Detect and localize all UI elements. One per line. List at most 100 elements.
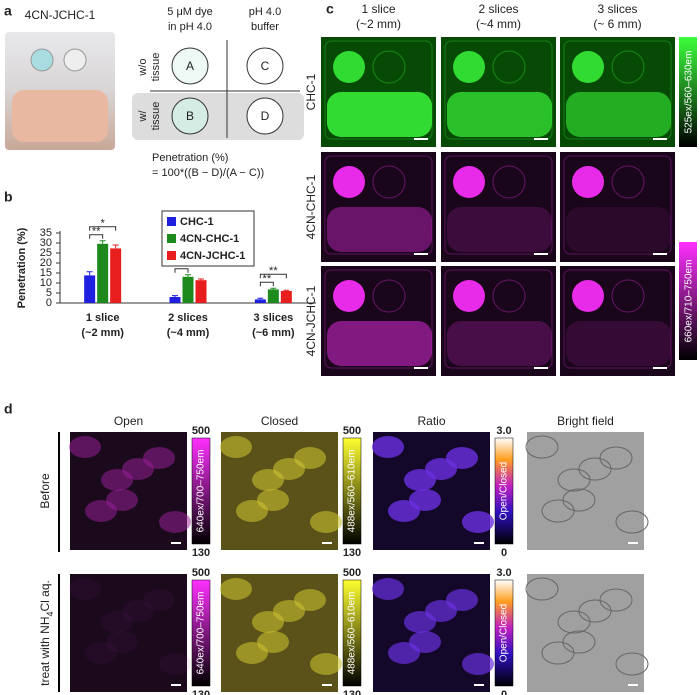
cell: [220, 578, 252, 600]
row-header: CHC-1: [304, 73, 318, 110]
plate: [324, 269, 433, 369]
cell: [525, 577, 559, 601]
col-header: 2 slices: [478, 2, 518, 16]
panel-a: a 4CN-JCHC-1 5 μM dye in pH 4.0 pH 4.0 b…: [4, 3, 304, 179]
row-header: w/o: [137, 58, 149, 76]
bar: [84, 275, 96, 303]
panel-label: d: [4, 401, 13, 417]
colorbar-label: 488ex/560–610em: [347, 450, 358, 533]
colorbar-label: 488ex/560–610em: [347, 592, 358, 675]
error-bar: [198, 278, 204, 281]
photo-well: [30, 48, 54, 72]
well: [372, 165, 406, 199]
bar: [267, 289, 279, 303]
bar: [280, 291, 292, 303]
cell: [69, 436, 101, 458]
tissue: [566, 321, 671, 366]
cell: [372, 436, 404, 458]
plate: [324, 155, 433, 255]
colorbar: [191, 579, 211, 687]
legend-box: [161, 210, 255, 267]
colorbar-max: 3.0: [496, 425, 511, 437]
col-header: 5 μM dye: [167, 6, 212, 18]
cell: [388, 500, 420, 522]
cell: [404, 469, 436, 491]
colorbar-min: 130: [343, 689, 361, 695]
colorbar: [342, 437, 362, 545]
error-bar: [257, 297, 264, 300]
well: [572, 166, 604, 198]
cell: [143, 589, 175, 611]
significance-label: **: [263, 273, 272, 285]
cell: [101, 611, 133, 633]
well: [572, 51, 604, 83]
well-label: A: [186, 59, 194, 73]
y-tick-label: 5: [46, 287, 52, 299]
cell: [557, 468, 591, 492]
error-bar: [99, 240, 106, 244]
col-header: Ratio: [417, 414, 445, 428]
bar: [195, 280, 207, 303]
plate: [563, 40, 672, 140]
colorbar-min: 130: [192, 547, 210, 559]
cell: [462, 511, 494, 533]
formula: = 100*((B − D)/(A − C)): [152, 167, 264, 179]
row-header: tissue: [150, 53, 162, 82]
cell: [106, 631, 138, 653]
cell: [404, 611, 436, 633]
error-bar: [270, 287, 277, 290]
bar: [169, 297, 181, 303]
bar: [97, 243, 109, 303]
colorbar-max: 500: [343, 567, 361, 579]
plate: [444, 40, 553, 140]
x-tick-label: (~4 mm): [167, 327, 210, 339]
well: [171, 97, 209, 135]
panel-c: c 1 slice(~2 mm) 2 slices(~4 mm) 3 slices(~…: [304, 1, 697, 376]
col-header: buffer: [251, 21, 279, 33]
bar: [110, 248, 122, 303]
y-tick-label: 35: [40, 227, 52, 239]
legend-label: 4CN-CHC-1: [180, 233, 239, 245]
cell: [236, 500, 268, 522]
cell: [562, 630, 596, 654]
x-tick-label: (~6 mm): [252, 327, 295, 339]
colorbar-label: 660ex/710–750em: [684, 260, 695, 343]
cell: [541, 641, 575, 665]
significance-bracket: [89, 226, 117, 231]
colorbar-min: 0: [501, 547, 507, 559]
col-header: (~ 6 mm): [593, 17, 641, 31]
row-header-part: Before: [38, 473, 52, 509]
panel-d: d Open Closed Ratio Bright field Before 640ex/…: [4, 401, 649, 695]
cell: [159, 511, 191, 533]
row-header-part: 4: [45, 611, 55, 616]
y-tick-label: 30: [40, 237, 52, 249]
significance-bracket: [259, 281, 274, 287]
col-header: 3 slices: [597, 2, 637, 16]
cell: [525, 435, 559, 459]
cell: [85, 642, 117, 664]
tissue: [566, 207, 671, 252]
legend-swatch: [167, 234, 176, 243]
plate: [444, 155, 553, 255]
colorbar-label: Open/Closed: [499, 462, 510, 520]
formula: Penetration (%): [152, 152, 228, 164]
cell: [69, 578, 101, 600]
bar: [182, 276, 194, 303]
legend-label: 4CN-JCHC-1: [180, 250, 245, 262]
cell: [599, 588, 633, 612]
significance-label: *: [101, 218, 106, 230]
cell: [252, 469, 284, 491]
error-bar: [112, 244, 119, 249]
plate: [324, 40, 433, 140]
well: [246, 97, 284, 135]
colorbar-label: 640ex/700–750em: [196, 450, 207, 533]
colorbar-label: 640ex/700–750em: [196, 592, 207, 675]
well: [453, 51, 485, 83]
photo-tissue: [12, 90, 108, 142]
row-header-part: Cl aq.: [38, 580, 52, 611]
significance-label: **: [92, 226, 101, 238]
colorbar-max: 500: [192, 567, 210, 579]
well: [453, 280, 485, 312]
cell: [310, 653, 342, 675]
